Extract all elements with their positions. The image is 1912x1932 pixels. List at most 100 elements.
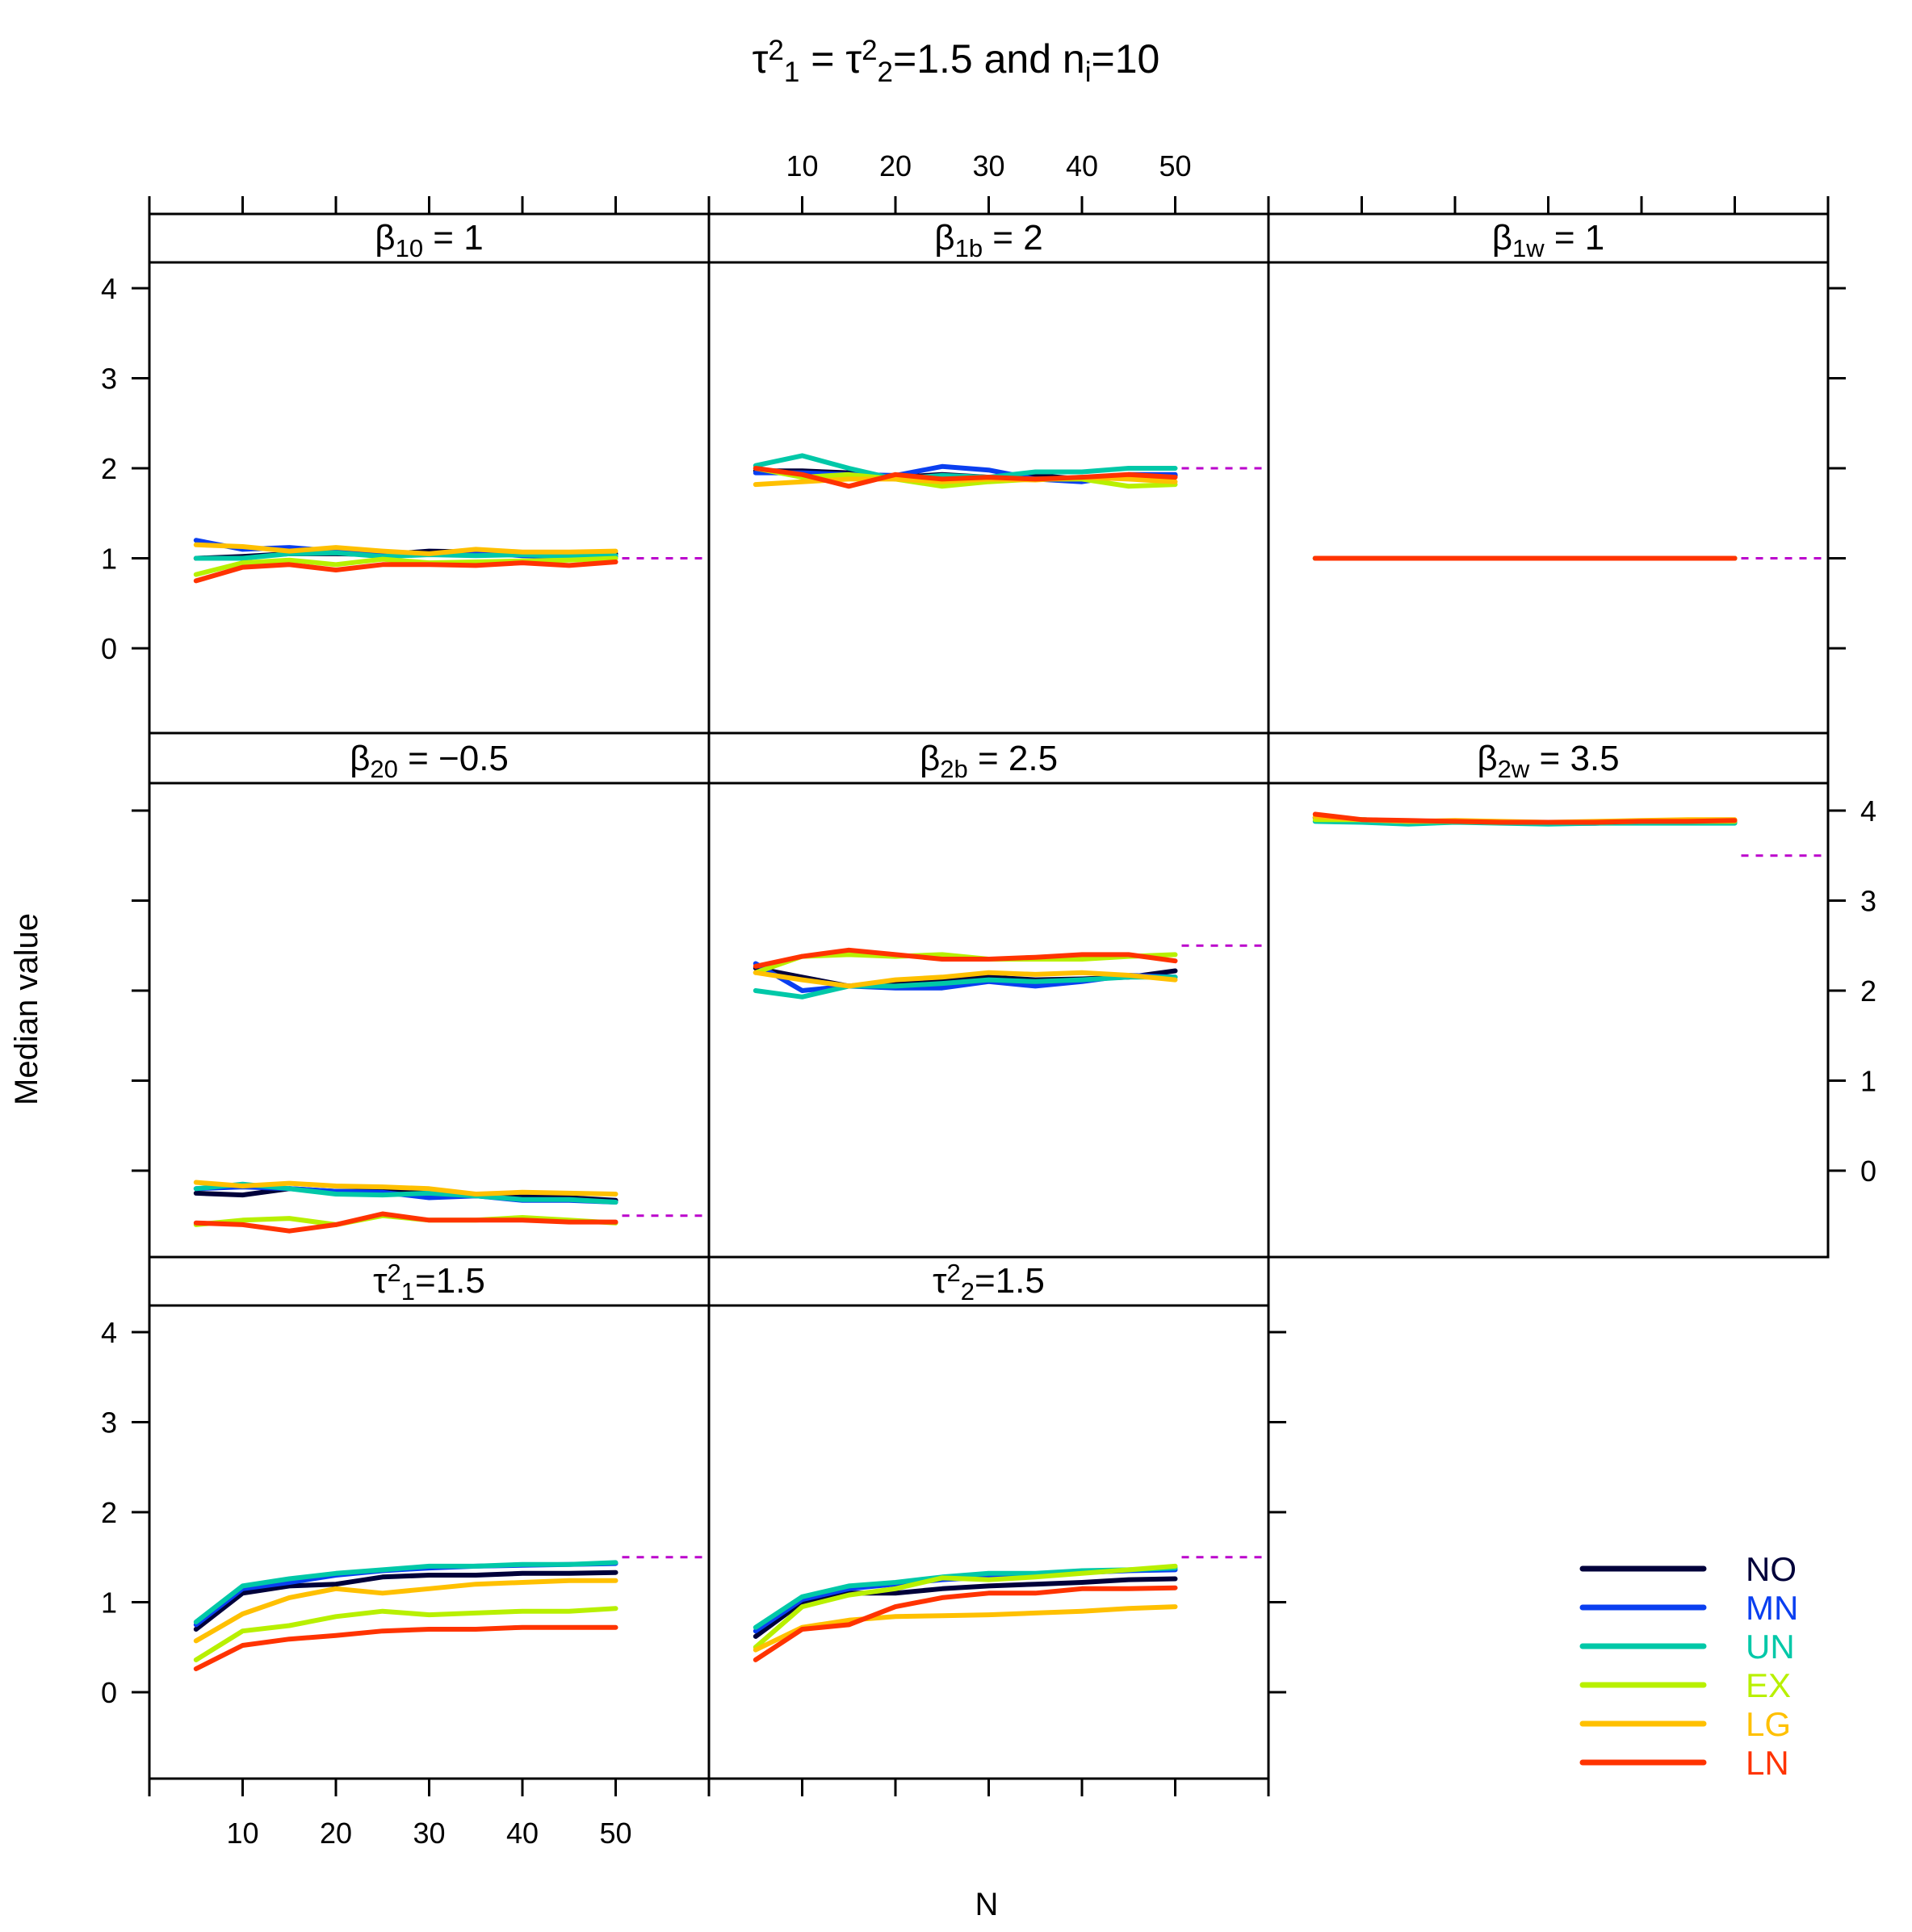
x-tick-label: 40 bbox=[506, 1817, 539, 1850]
panel-strip-label: β10 = 1 bbox=[375, 218, 483, 262]
legend-label-ln: LN bbox=[1746, 1744, 1789, 1782]
panel-t2: τ22=1.5 bbox=[707, 1255, 1270, 1780]
panel-strip-label: τ22=1.5 bbox=[933, 1259, 1045, 1305]
panel-strip-label: β1b = 2 bbox=[934, 218, 1042, 262]
text-part: =1.5 bbox=[415, 1261, 485, 1301]
series-line-lg bbox=[193, 542, 618, 556]
panel-t1: τ21=1.5 bbox=[148, 1255, 711, 1780]
panel-strip-label: τ21=1.5 bbox=[373, 1259, 485, 1305]
text-part: =1.5 and n bbox=[893, 36, 1085, 82]
panel-frame bbox=[148, 261, 711, 735]
panel-frame bbox=[148, 1304, 711, 1780]
y-tick-label: 2 bbox=[101, 1496, 117, 1529]
series-line-un bbox=[753, 974, 1178, 1000]
text-part: 2b bbox=[940, 755, 967, 783]
x-axis-label: N bbox=[975, 1887, 999, 1922]
axis-labels-layer: Median value N bbox=[9, 913, 998, 1922]
panel-b20: β20 = −0.5 bbox=[148, 731, 711, 1259]
text-part: β bbox=[920, 739, 940, 778]
x-tick-label: 50 bbox=[599, 1817, 631, 1850]
text-part: 2 bbox=[878, 57, 893, 88]
series-line-ln bbox=[753, 1585, 1178, 1662]
text-part: β bbox=[1477, 739, 1497, 778]
series-line-ln bbox=[193, 559, 618, 584]
panel-frame bbox=[707, 261, 1270, 735]
x-tick-label: 20 bbox=[879, 149, 912, 182]
text-part: 2 bbox=[388, 1259, 401, 1287]
legend-label-un: UN bbox=[1746, 1628, 1795, 1666]
legend-label-no: NO bbox=[1746, 1550, 1797, 1588]
x-tick-label: 50 bbox=[1159, 149, 1191, 182]
panel-b1b: β1b = 2 bbox=[707, 212, 1270, 735]
text-part: = 1 bbox=[1545, 218, 1605, 258]
series-line-ex bbox=[753, 466, 1178, 489]
text-part: β bbox=[375, 218, 395, 258]
legend-label-lg: LG bbox=[1746, 1705, 1791, 1743]
x-tick-label: 20 bbox=[320, 1817, 352, 1850]
text-part: 1 bbox=[784, 57, 799, 88]
y-tick-label: 3 bbox=[101, 363, 117, 396]
panel-strip bbox=[148, 1255, 711, 1307]
y-tick-label: 1 bbox=[101, 1586, 117, 1620]
y-tick-label: 3 bbox=[101, 1406, 117, 1440]
y-tick-label: 3 bbox=[1860, 885, 1876, 918]
series-line-un bbox=[193, 550, 618, 561]
panel-b2b: β2b = 2.5 bbox=[707, 731, 1270, 1259]
y-tick-label: 2 bbox=[1860, 974, 1876, 1008]
panel-frame bbox=[1267, 782, 1830, 1259]
panel-strip bbox=[707, 1255, 1270, 1307]
series-line-lg bbox=[193, 1180, 618, 1196]
text-part: 1w bbox=[1512, 234, 1545, 262]
panel-strip-label: β2w = 3.5 bbox=[1477, 739, 1619, 783]
series-line-lg bbox=[753, 1604, 1178, 1653]
x-tick-label: 40 bbox=[1066, 149, 1098, 182]
panel-frame bbox=[707, 1304, 1270, 1780]
series-line-lg bbox=[753, 970, 1178, 989]
text-part: i bbox=[1085, 57, 1092, 88]
panel-b2w: β2w = 3.5 bbox=[1267, 731, 1830, 1259]
text-part: β bbox=[1492, 218, 1512, 258]
text-part: = 2 bbox=[983, 218, 1043, 258]
text-part: β bbox=[934, 218, 954, 258]
y-axis-label: Median value bbox=[9, 913, 44, 1105]
text-part: 2 bbox=[947, 1259, 961, 1287]
text-part: = 1 bbox=[423, 218, 484, 258]
series-line-no bbox=[193, 1569, 618, 1632]
chart-title: τ21 = τ22=1.5 and ni=10 bbox=[753, 35, 1160, 87]
legend-label-ex: EX bbox=[1746, 1666, 1791, 1704]
text-part: =10 bbox=[1092, 36, 1160, 82]
series-line-ln bbox=[193, 1211, 618, 1234]
series-line-ln bbox=[753, 947, 1178, 969]
panel-frame bbox=[1267, 261, 1830, 735]
x-tick-label: 10 bbox=[786, 149, 818, 182]
panel-frame bbox=[707, 782, 1270, 1259]
text-part: 2w bbox=[1498, 755, 1530, 783]
y-tick-label: 1 bbox=[1860, 1065, 1876, 1098]
text-part: 10 bbox=[396, 234, 423, 262]
text-part: 2 bbox=[961, 1277, 975, 1305]
series-line-un bbox=[193, 1560, 618, 1624]
text-part: = τ bbox=[799, 36, 862, 82]
y-tick-label: 0 bbox=[101, 632, 117, 665]
series-line-ex bbox=[753, 1563, 1178, 1650]
y-tick-label: 4 bbox=[101, 1316, 117, 1349]
y-tick-label: 1 bbox=[101, 543, 117, 576]
y-tick-label: 4 bbox=[1860, 794, 1876, 828]
series-line-ex bbox=[193, 555, 618, 577]
text-part: τ bbox=[933, 1261, 947, 1301]
text-part: 2 bbox=[768, 35, 783, 66]
panel-strip bbox=[1267, 731, 1830, 785]
series-line-ln bbox=[1312, 811, 1738, 825]
panel-strip-label: β20 = −0.5 bbox=[350, 739, 509, 783]
text-part: 1b bbox=[955, 234, 983, 262]
text-part: 1 bbox=[401, 1277, 415, 1305]
panel-b1w: β1w = 1 bbox=[1267, 212, 1830, 735]
panel-strip bbox=[148, 212, 711, 264]
title-layer: τ21 = τ22=1.5 and ni=10 bbox=[753, 35, 1160, 87]
y-tick-label: 2 bbox=[101, 452, 117, 485]
series-line-ex bbox=[193, 1606, 618, 1662]
